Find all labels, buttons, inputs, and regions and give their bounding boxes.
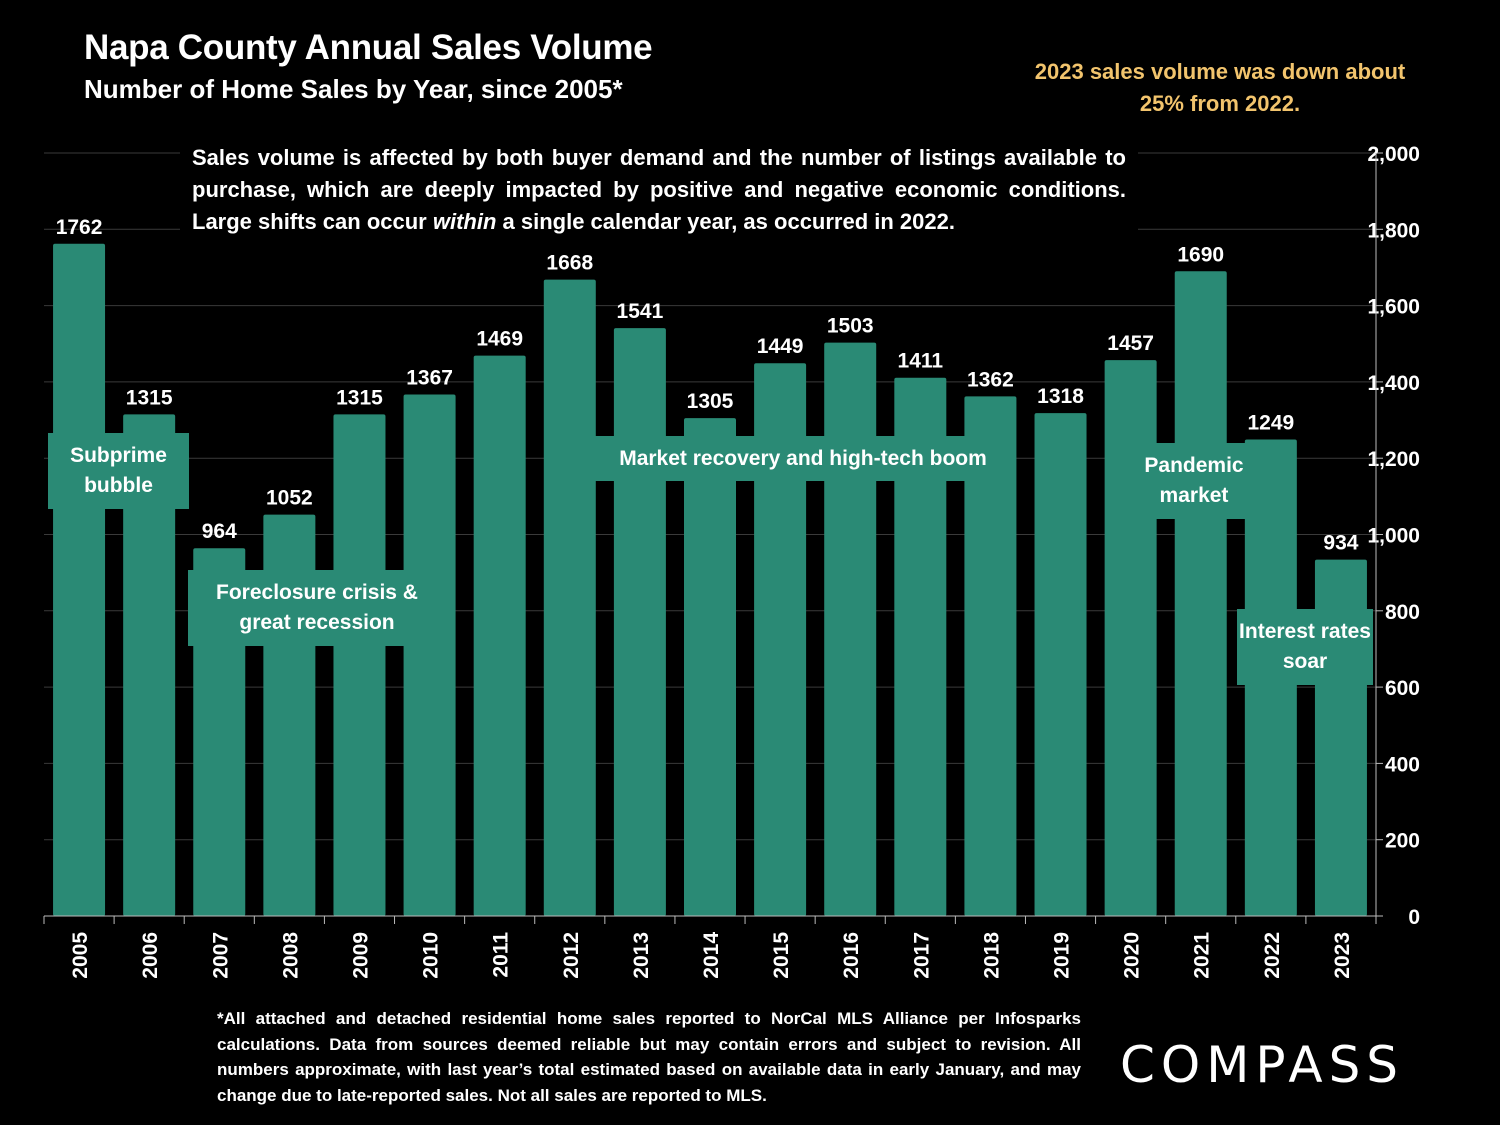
description-before: Sales volume is affected by both buyer d… (192, 145, 1126, 234)
y-tick-label: 1,200 (1367, 448, 1420, 471)
y-tick-label: 0 (1408, 906, 1420, 929)
y-tick-label: 2,000 (1367, 143, 1420, 166)
x-tick-label-2007: 2007 (209, 932, 232, 979)
bar-2019 (1034, 413, 1087, 916)
x-tick-label-2014: 2014 (700, 932, 723, 979)
y-axis: 0 200 400 600 800 1,000 1,200 1,400 1,600 1,800 2,… (1367, 143, 1420, 929)
x-tick-label-2022: 2022 (1261, 932, 1284, 979)
value-label-2005: 1762 (56, 216, 103, 239)
y-tick-label: 800 (1385, 601, 1420, 624)
bar-2006 (123, 414, 176, 916)
bar-2005 (53, 243, 106, 916)
value-label-2015: 1449 (757, 335, 804, 358)
x-tick-label-2016: 2016 (840, 932, 863, 979)
bar-2010 (403, 394, 456, 916)
x-tick-label-2021: 2021 (1191, 932, 1214, 979)
x-tick-label-2006: 2006 (139, 932, 162, 979)
annotation-recovery: Market recovery and high-tech boom (594, 436, 1012, 481)
bar-2012 (543, 279, 596, 917)
value-label-2016: 1503 (827, 315, 874, 338)
bar-2021 (1174, 271, 1227, 916)
value-label-2023: 934 (1323, 532, 1358, 555)
x-tick-label-2012: 2012 (560, 932, 583, 979)
bar-2018 (964, 396, 1017, 917)
x-tick-label-2010: 2010 (420, 932, 443, 979)
x-tick-label-2019: 2019 (1051, 932, 1074, 979)
value-label-2020: 1457 (1107, 332, 1154, 355)
annotation-foreclosure: Foreclosure crisis & great recession (188, 570, 446, 646)
annotation-subprime: Subprime bubble (48, 433, 189, 509)
compass-logo: COMPASS (1120, 1036, 1405, 1094)
value-label-2022: 1249 (1247, 412, 1294, 435)
description-emphasis: within (432, 209, 497, 234)
value-label-2007: 964 (202, 520, 237, 543)
value-label-2008: 1052 (266, 487, 313, 510)
value-label-2021: 1690 (1177, 243, 1224, 266)
x-tick-label-2023: 2023 (1331, 932, 1354, 979)
value-label-2009: 1315 (336, 386, 383, 409)
x-tick-label-2020: 2020 (1121, 932, 1144, 979)
x-tick-label-2011: 2011 (490, 932, 513, 978)
bar-2011 (473, 355, 526, 916)
description-after: a single calendar year, as occurred in 2… (496, 209, 955, 234)
annotation-rates: Interest rates soar (1237, 609, 1373, 685)
x-tick-label-2005: 2005 (69, 932, 92, 979)
x-tick-label-2013: 2013 (630, 932, 653, 979)
annotation-pandemic: Pandemic market (1130, 443, 1258, 519)
y-tick-label: 600 (1385, 677, 1420, 700)
y-tick-label: 1,800 (1367, 219, 1420, 242)
x-tick-label-2009: 2009 (349, 932, 372, 979)
value-label-2013: 1541 (617, 300, 664, 323)
callout-note: 2023 sales volume was down about 25% fro… (1034, 59, 1406, 116)
y-tick-label: 1,600 (1367, 296, 1420, 319)
description-text: Sales volume is affected by both buyer d… (180, 140, 1138, 244)
x-tick-label-2017: 2017 (910, 932, 933, 979)
bar-2017 (894, 377, 947, 916)
bar-2009 (333, 414, 386, 916)
bar-2014 (684, 418, 736, 916)
value-label-2011: 1469 (476, 328, 523, 351)
x-tick-label-2018: 2018 (980, 932, 1003, 979)
y-tick-label: 1,000 (1367, 525, 1420, 548)
chart-subtitle: Number of Home Sales by Year, since 2005… (84, 74, 623, 104)
y-tick-label: 200 (1385, 830, 1420, 853)
value-label-2017: 1411 (898, 350, 944, 373)
bar-2013 (613, 328, 666, 916)
value-labels: 1762 1315 964 1052 1315 1367 1469 1668 1541 1305 1… (56, 216, 1359, 555)
x-axis: 2005 2006 2007 2008 2009 2010 2011 2012 2013 2014… (43, 915, 1377, 979)
bar-2016 (824, 342, 877, 917)
value-label-2010: 1367 (406, 366, 453, 389)
footnote: *All attached and detached residential h… (217, 1009, 1081, 1105)
y-tick-label: 1,400 (1367, 372, 1420, 395)
value-label-2018: 1362 (967, 368, 1014, 391)
chart-title: Napa County Annual Sales Volume (84, 28, 653, 67)
value-label-2019: 1318 (1037, 385, 1084, 408)
value-label-2012: 1668 (546, 252, 593, 275)
y-tick-label: 400 (1385, 753, 1420, 776)
bar-2015 (754, 363, 807, 916)
x-tick-label-2008: 2008 (279, 932, 302, 979)
value-label-2014: 1305 (687, 390, 734, 413)
value-label-2006: 1315 (126, 386, 173, 409)
x-tick-label-2015: 2015 (770, 932, 793, 979)
